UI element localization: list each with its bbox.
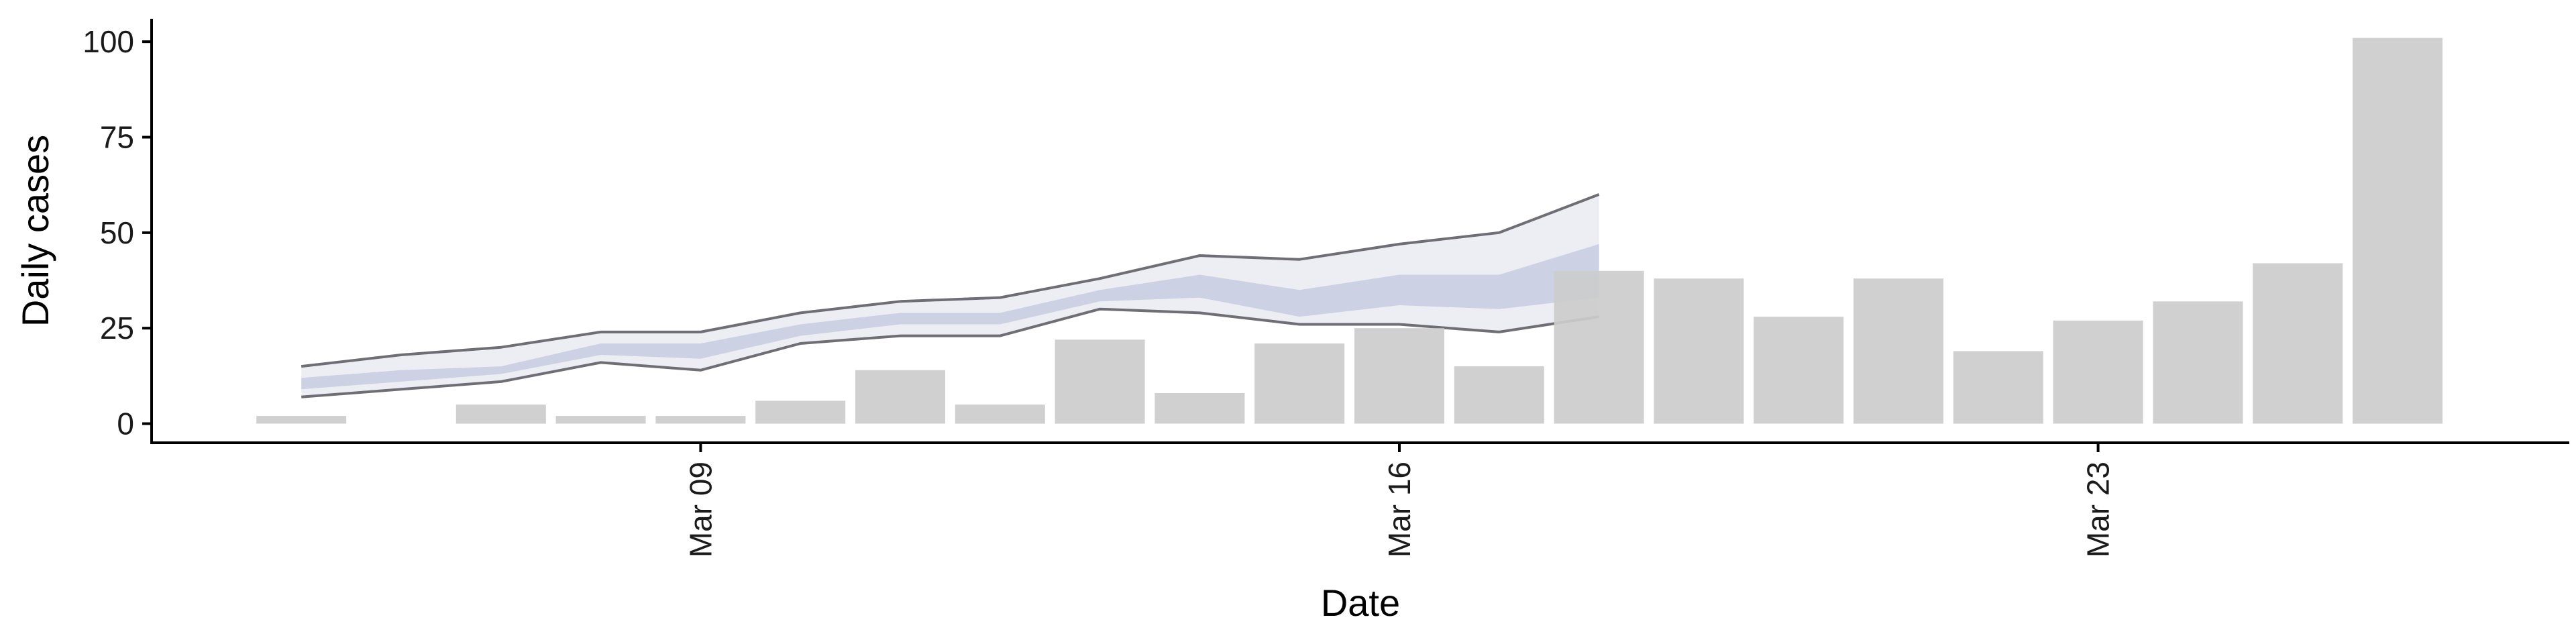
y-tick-label: 50 [100,215,134,250]
bar [1654,278,1744,424]
y-tick-label: 100 [83,24,134,59]
bar [955,405,1045,424]
x-tick-label: Mar 23 [2081,462,2116,557]
bar [1055,339,1145,424]
y-tick-label: 75 [100,120,134,155]
axes: 0 25 50 75 100 Mar 09 Mar 16 Mar 23 [83,19,2569,557]
bar [455,405,546,424]
x-axis-title: Date [1321,582,1400,624]
bar-layer [256,38,2443,424]
y-tick-label: 25 [100,311,134,345]
x-tick-label: Mar 09 [683,462,718,557]
bar [1254,343,1345,424]
bar [555,416,646,424]
inner-ribbon [301,244,1599,390]
bar [1354,328,1444,424]
x-axis-ticks: Mar 09 Mar 16 Mar 23 [683,443,2116,557]
bar [2053,320,2143,424]
x-tick-label: Mar 16 [1382,462,1417,557]
bar [855,370,945,424]
ribbon-upper-edge [301,193,1600,368]
y-axis-ticks: 0 25 50 75 100 [83,24,152,441]
bar [1754,317,1844,424]
ribbon-lower-edge [301,307,1599,398]
bar [1953,351,2043,424]
bar [655,416,746,424]
bar [1854,278,1943,424]
y-tick-label: 0 [117,407,134,441]
bar [1454,366,1544,424]
bar [2353,38,2443,424]
bar [1155,393,1245,424]
bar [2153,301,2243,424]
bar [2253,263,2343,424]
y-axis-title: Daily cases [14,135,56,327]
ribbon-layer [301,193,1600,398]
bar [1554,270,1644,424]
bar [755,400,846,424]
bar [256,416,347,424]
